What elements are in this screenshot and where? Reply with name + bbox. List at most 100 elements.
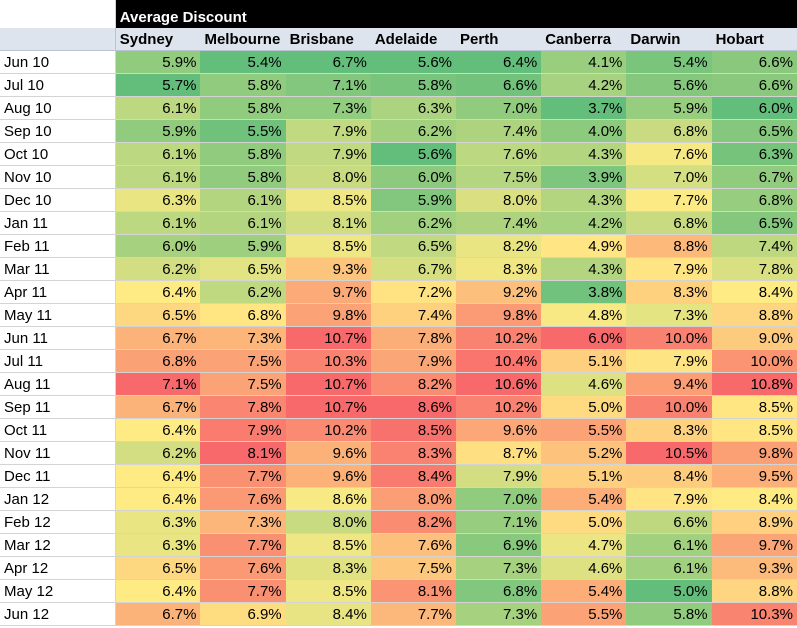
row-label: Feb 12 [0, 510, 116, 534]
heatmap-cell: 10.5% [626, 441, 712, 465]
heatmap-cell: 4.2% [541, 73, 627, 97]
heatmap-cell: 9.3% [285, 257, 371, 281]
table-row: Aug 10 6.1% 5.8% 7.3% 6.3% 7.0% 3.7% 5.9% 6.0% [0, 96, 797, 120]
heatmap-cell: 6.1% [115, 211, 201, 235]
row-label: Jan 12 [0, 487, 116, 511]
heatmap-cell: 7.6% [200, 487, 286, 511]
table-row: Jun 12 6.7% 6.9% 8.4% 7.7% 7.3% 5.5% 5.8% 10.3% [0, 602, 797, 626]
heatmap-cell: 9.4% [626, 372, 712, 396]
table-row: Jan 12 6.4% 7.6% 8.6% 8.0% 7.0% 5.4% 7.9% 8.4% [0, 487, 797, 511]
heatmap-cell: 7.5% [200, 372, 286, 396]
heatmap-cell: 10.7% [285, 372, 371, 396]
heatmap-cell: 8.6% [285, 487, 371, 511]
row-label: Jul 11 [0, 349, 116, 373]
heatmap-cell: 6.4% [115, 280, 201, 304]
heatmap-cell: 5.6% [370, 50, 457, 74]
table-row: Oct 11 6.4% 7.9% 10.2% 8.5% 9.6% 5.5% 8.3% 8.5% [0, 418, 797, 442]
heatmap-cell: 5.4% [200, 50, 286, 74]
heatmap-cell: 9.6% [456, 418, 542, 442]
heatmap-cell: 3.7% [541, 96, 627, 120]
row-label: May 12 [0, 579, 116, 603]
heatmap-cell: 8.0% [456, 188, 542, 212]
heatmap-cell: 5.8% [200, 96, 286, 120]
heatmap-cell: 8.2% [370, 510, 457, 534]
heatmap-cell: 6.6% [626, 510, 712, 534]
heatmap-cell: 7.7% [200, 579, 286, 603]
heatmap-cell: 5.9% [626, 96, 712, 120]
row-label: Jul 10 [0, 73, 116, 97]
heatmap-cell: 7.7% [370, 602, 457, 626]
heatmap-cell: 8.6% [370, 395, 457, 419]
heatmap-cell: 5.0% [626, 579, 712, 603]
table-row: Apr 12 6.5% 7.6% 8.3% 7.5% 7.3% 4.6% 6.1% 9.3% [0, 556, 797, 580]
heatmap-cell: 4.2% [541, 211, 627, 235]
chart-title: Average Discount [115, 0, 797, 28]
heatmap-cell: 8.2% [370, 372, 457, 396]
heatmap-cell: 5.2% [541, 441, 627, 465]
heatmap-cell: 7.9% [626, 349, 712, 373]
heatmap-cell: 6.3% [115, 188, 201, 212]
row-label: Mar 12 [0, 533, 116, 557]
row-label: Oct 10 [0, 142, 116, 166]
heatmap-cell: 8.0% [285, 510, 371, 534]
heatmap-cell: 6.1% [200, 211, 286, 235]
title-corner-cell [0, 0, 116, 28]
heatmap-cell: 8.9% [711, 510, 797, 534]
heatmap-cell: 8.1% [200, 441, 286, 465]
row-label: Sep 11 [0, 395, 116, 419]
heatmap-cell: 7.0% [456, 487, 542, 511]
heatmap-cell: 6.7% [115, 326, 201, 350]
heatmap-cell: 9.8% [456, 303, 542, 327]
heatmap-cell: 7.4% [456, 119, 542, 143]
heatmap-cell: 5.9% [200, 234, 286, 258]
heatmap-cell: 7.5% [370, 556, 457, 580]
heatmap-cell: 5.8% [200, 142, 286, 166]
heatmap-cell: 8.4% [711, 487, 797, 511]
heatmap-cell: 7.7% [626, 188, 712, 212]
heatmap-cell: 6.7% [115, 395, 201, 419]
heatmap-cell: 10.2% [285, 418, 371, 442]
heatmap-cell: 5.9% [115, 50, 201, 74]
heatmap-cell: 8.2% [456, 234, 542, 258]
table-row: Feb 12 6.3% 7.3% 8.0% 8.2% 7.1% 5.0% 6.6% 8.9% [0, 510, 797, 534]
heatmap-cell: 7.0% [456, 96, 542, 120]
heatmap-cell: 4.8% [541, 303, 627, 327]
heatmap-cell: 7.3% [200, 326, 286, 350]
heatmap-cell: 8.3% [370, 441, 457, 465]
row-label: Apr 12 [0, 556, 116, 580]
heatmap-cell: 8.0% [285, 165, 371, 189]
heatmap-cell: 7.3% [285, 96, 371, 120]
heatmap-cell: 6.4% [115, 464, 201, 488]
heatmap-cell: 9.2% [456, 280, 542, 304]
heatmap-cell: 4.0% [541, 119, 627, 143]
heatmap-cell: 10.0% [626, 326, 712, 350]
heatmap-cell: 6.5% [200, 257, 286, 281]
heatmap-cell: 5.8% [200, 165, 286, 189]
heatmap-cell: 6.0% [711, 96, 797, 120]
table-row: Dec 10 6.3% 6.1% 8.5% 5.9% 8.0% 4.3% 7.7% 6.8% [0, 188, 797, 212]
heatmap-cell: 6.1% [115, 96, 201, 120]
heatmap-cell: 6.2% [370, 119, 457, 143]
heatmap-cell: 4.9% [541, 234, 627, 258]
heatmap-cell: 10.4% [456, 349, 542, 373]
table-row: Aug 11 7.1% 7.5% 10.7% 8.2% 10.6% 4.6% 9.4% 10.8… [0, 372, 797, 396]
heatmap-cell: 6.4% [115, 418, 201, 442]
table-row: Oct 10 6.1% 5.8% 7.9% 5.6% 7.6% 4.3% 7.6% 6.3% [0, 142, 797, 166]
heatmap-cell: 6.4% [456, 50, 542, 74]
heatmap-cell: 6.3% [115, 533, 201, 557]
table-row: Jul 10 5.7% 5.8% 7.1% 5.8% 6.6% 4.2% 5.6% 6.6% [0, 73, 797, 97]
heatmap-cell: 7.3% [456, 602, 542, 626]
row-label: Jun 12 [0, 602, 116, 626]
heatmap-cell: 5.9% [370, 188, 457, 212]
heatmap-cell: 6.7% [115, 602, 201, 626]
header-corner-cell [0, 28, 116, 51]
column-header: Melbourne [200, 28, 286, 51]
heatmap-cell: 6.1% [626, 533, 712, 557]
heatmap-cell: 10.3% [711, 602, 797, 626]
heatmap-cell: 7.9% [456, 464, 542, 488]
heatmap-cell: 5.7% [115, 73, 201, 97]
heatmap-cell: 7.3% [200, 510, 286, 534]
table-row: Mar 12 6.3% 7.7% 8.5% 7.6% 6.9% 4.7% 6.1% 9.7% [0, 533, 797, 557]
heatmap-cell: 7.3% [456, 556, 542, 580]
title-row: Average Discount [0, 0, 797, 28]
